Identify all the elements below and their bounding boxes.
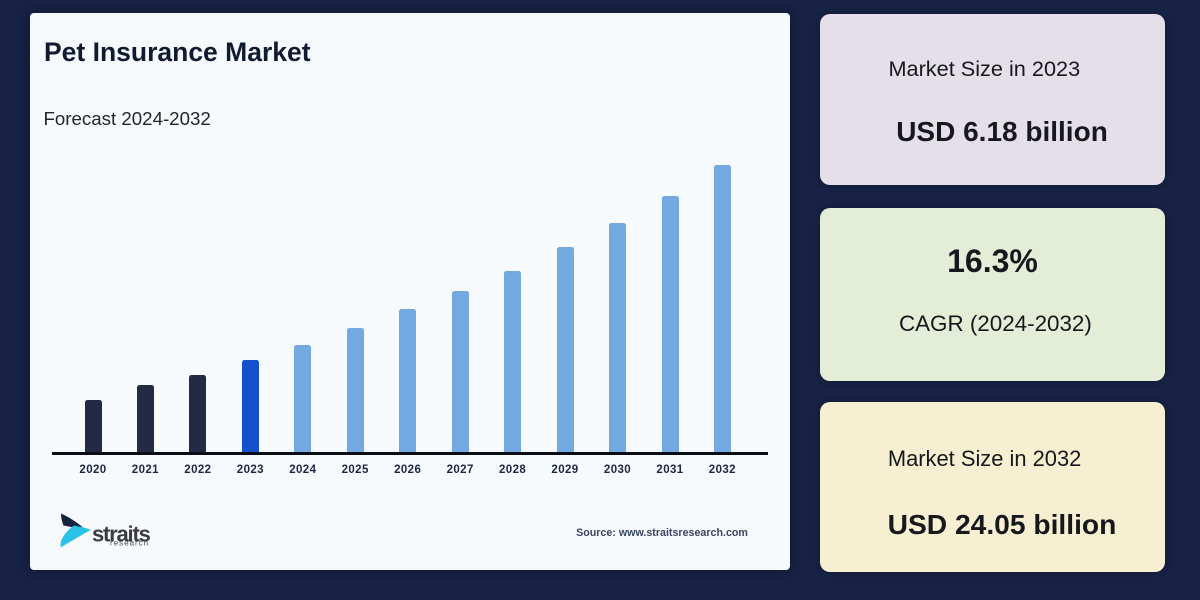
svg-text:straits: straits: [92, 522, 151, 547]
svg-text:research: research: [110, 539, 149, 548]
